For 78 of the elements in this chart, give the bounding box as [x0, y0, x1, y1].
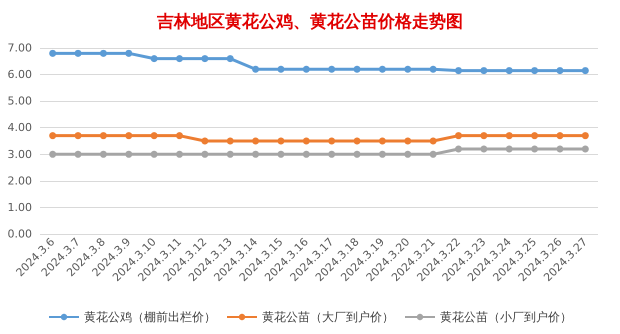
point [582, 132, 589, 140]
point [378, 138, 386, 144]
point [49, 50, 56, 57]
point [455, 67, 462, 74]
point [354, 138, 361, 144]
point [531, 132, 538, 140]
legend-label: 黄花公苗（大厂到户价） [262, 310, 394, 324]
point [302, 150, 310, 158]
point [378, 66, 386, 73]
legend-label: 黄花公苗（小厂到户价） [440, 310, 572, 324]
point [556, 132, 564, 140]
point [480, 145, 488, 152]
y-tick-label: 1.00 [8, 200, 32, 214]
y-tick-label: 0.00 [8, 228, 32, 240]
point [74, 150, 82, 158]
point [49, 132, 56, 140]
point [252, 138, 260, 144]
point [226, 55, 234, 62]
point [455, 132, 462, 140]
point [328, 66, 336, 73]
point [74, 50, 82, 57]
point [480, 132, 488, 140]
point [176, 150, 183, 158]
point [277, 138, 284, 144]
point [74, 132, 82, 140]
point [378, 150, 386, 158]
point [506, 145, 513, 152]
point [430, 66, 437, 73]
point [277, 66, 284, 73]
point [404, 138, 412, 144]
point [252, 66, 260, 73]
point [176, 132, 183, 140]
chart-title: 吉林地区黄花公鸡、黄花公苗价格走势图 [156, 12, 463, 31]
point [531, 67, 538, 74]
point [100, 50, 107, 57]
point [49, 150, 56, 158]
y-tick-label: 2.00 [8, 174, 32, 188]
point [582, 145, 589, 152]
point [556, 145, 564, 152]
point [506, 132, 513, 140]
point [100, 150, 107, 158]
point [506, 67, 513, 74]
point [176, 55, 183, 62]
point [125, 150, 132, 158]
point [201, 150, 208, 158]
point [404, 150, 412, 158]
point [252, 150, 260, 158]
point [480, 67, 488, 74]
point [201, 55, 208, 62]
point [430, 150, 437, 158]
point [354, 150, 361, 158]
point [100, 132, 107, 140]
y-tick-label: 6.00 [8, 68, 32, 82]
point [354, 66, 361, 73]
point [226, 150, 234, 158]
y-tick-label: 4.00 [8, 121, 32, 134]
point [556, 67, 564, 74]
point [125, 50, 132, 57]
point [531, 145, 538, 152]
point [150, 55, 158, 62]
point [201, 138, 208, 144]
point [328, 150, 336, 158]
point [455, 145, 462, 152]
point [430, 138, 437, 144]
y-tick-label: 5.00 [8, 94, 32, 108]
point [150, 150, 158, 158]
point [302, 66, 310, 73]
point [125, 132, 132, 140]
legend-label: 黄花公鸡（棚前出栏价） [84, 310, 216, 324]
point [404, 66, 412, 73]
point [150, 132, 158, 140]
point [582, 67, 589, 74]
point [302, 138, 310, 144]
point [277, 150, 284, 158]
point [328, 138, 336, 144]
y-tick-label: 7.00 [8, 42, 32, 54]
y-tick-label: 3.00 [8, 148, 32, 161]
point [226, 138, 234, 144]
